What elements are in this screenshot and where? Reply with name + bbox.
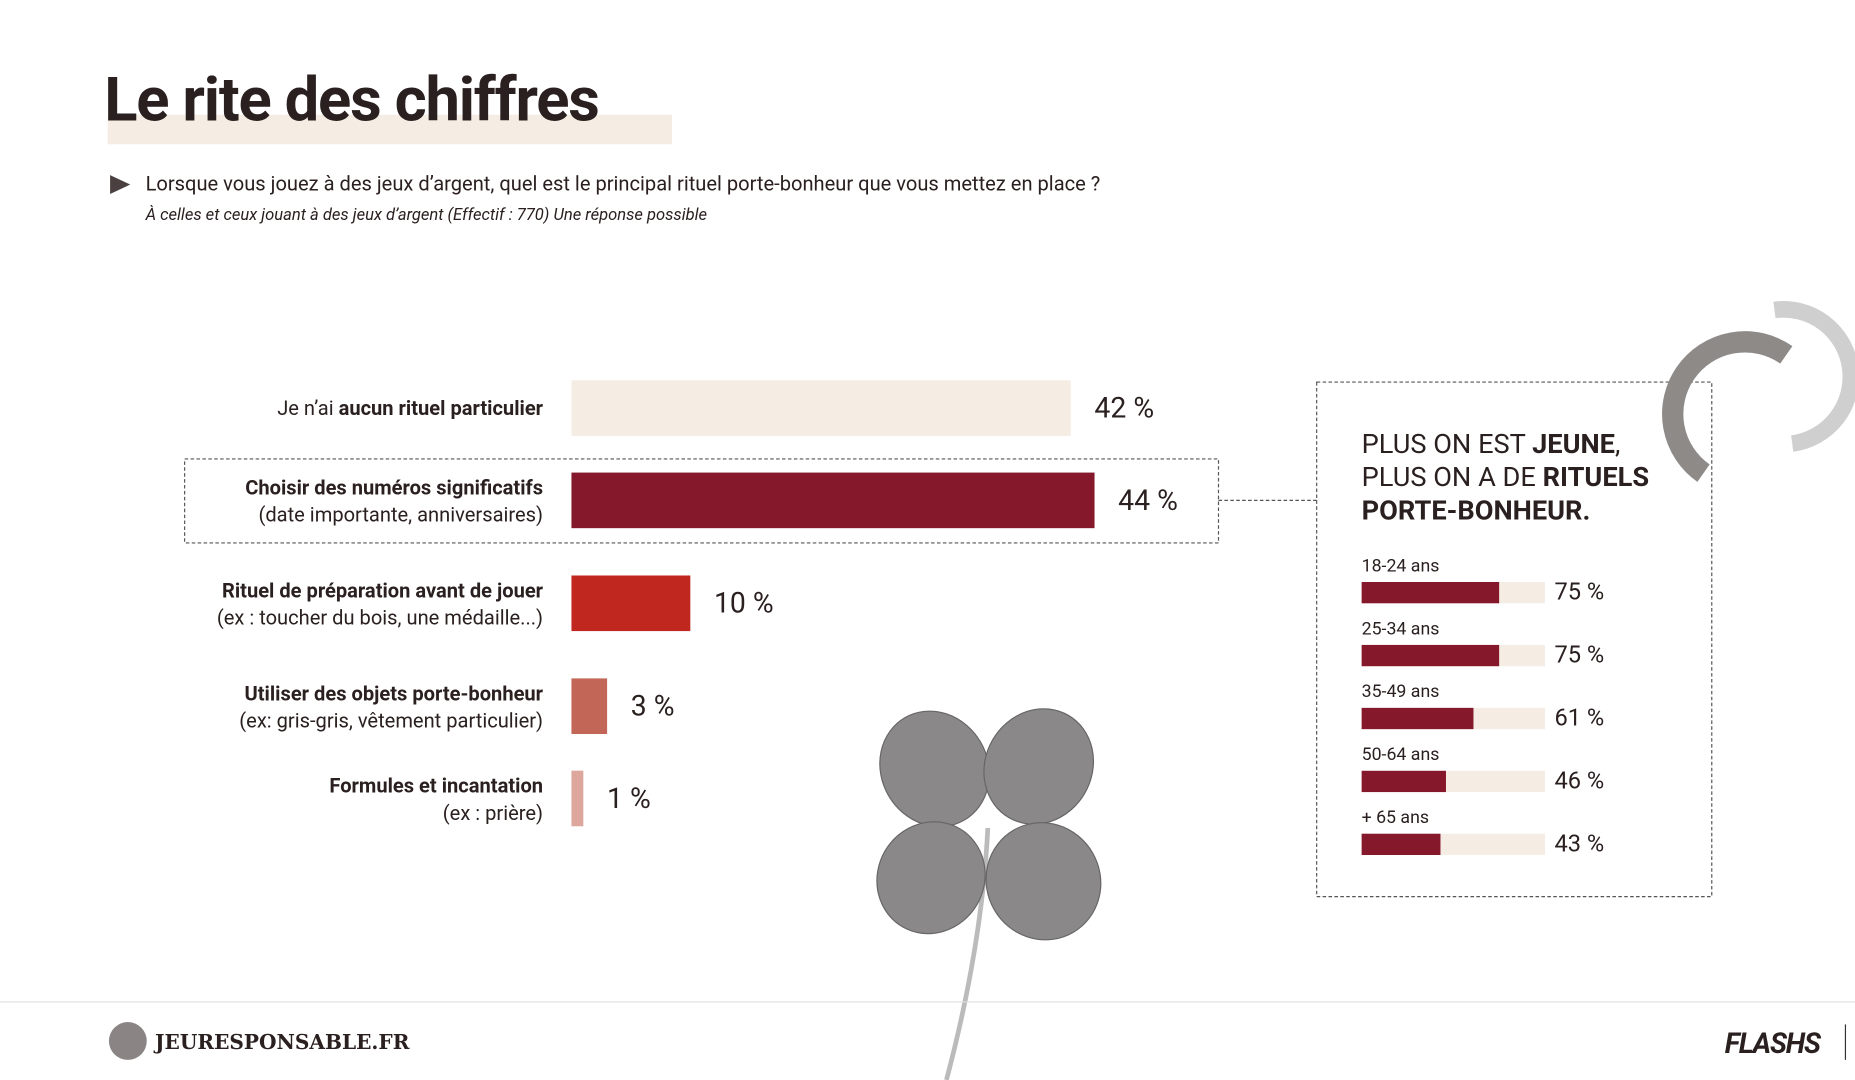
label-part: Je n’ai [277,396,338,420]
category-sublabel: (ex : toucher du bois, une médaille...) [217,606,543,630]
page-title: Le rite des chiffres [104,65,598,137]
value-label: 3 % [631,690,675,723]
category-sublabel: (ex: gris-gris, vêtement particulier) [239,708,543,732]
bar [571,575,691,632]
value-label: 46 % [1554,767,1604,795]
category-label: Formules et incantation [329,774,543,798]
age-label: 25-34 ans [1362,619,1440,639]
value-label: 1 % [607,782,651,815]
bullet-icon [110,175,131,194]
category-sublabel: (ex : prière) [443,801,543,825]
title-part: PLUS ON A DE [1362,461,1543,493]
bar [571,770,584,827]
bar [571,380,1071,436]
box-title: PLUS ON A DE RITUELS [1362,461,1649,493]
bar [1361,770,1446,793]
category-label: Je n’ai aucun rituel particulier [277,396,543,420]
clover [876,708,1102,1080]
title-part: RITUELS [1543,461,1650,493]
bar [571,472,1095,529]
box-title: PORTE-BONHEUR. [1362,494,1591,526]
horseshoe [1662,301,1855,482]
title-part: PLUS ON EST [1362,428,1532,460]
bar [571,678,608,734]
bar [1361,644,1500,667]
age-label: 50-64 ans [1362,745,1440,765]
category-label: Rituel de préparation avant de jouer [222,578,544,602]
title-highlight [107,114,672,145]
category-label: Choisir des numéros significatifs [245,475,543,499]
value-label: 42 % [1094,392,1154,425]
value-label: 10 % [714,587,774,620]
bar [1361,707,1474,730]
title-part: PORTE-BONHEUR. [1362,494,1591,526]
question: Lorsque vous jouez à des jeux d’argent, … [146,171,1101,195]
age-label: 18-24 ans [1362,556,1440,576]
bar [1361,833,1441,856]
value-label: 43 % [1554,829,1604,857]
brand-icon [108,1022,147,1060]
bar [1361,581,1500,604]
value-label: 75 % [1554,578,1604,606]
title-part: JEUNE [1532,428,1615,460]
value-label: 44 % [1118,484,1178,517]
title-part: , [1615,428,1620,460]
age-label: 35-49 ans [1362,682,1440,702]
highlight-box [184,458,1220,544]
category-label: Utiliser des objets porte-bonheur [245,681,544,705]
value-label: 75 % [1554,641,1604,669]
age-label: + 65 ans [1362,808,1429,828]
label-part: aucun rituel particulier [339,396,544,420]
subtitle: À celles et ceux jouant à des jeux d’arg… [145,205,707,225]
age-box [1316,381,1713,898]
brand: JEURESPONSABLE.FR [153,1030,410,1054]
category-sublabel: (date importante, anniversaires) [258,503,543,527]
box-title: PLUS ON EST JEUNE, [1362,428,1621,460]
value-label: 61 % [1554,704,1604,732]
flashs-logo: FLASHS [1725,1027,1822,1060]
